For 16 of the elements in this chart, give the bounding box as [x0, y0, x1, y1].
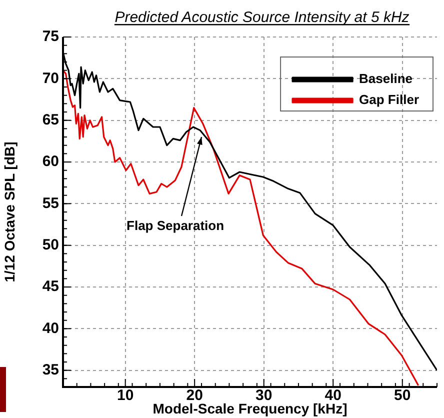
legend-label: Gap Filler — [359, 92, 420, 108]
y-tick-label: 50 — [42, 236, 59, 254]
x-tick-label: 10 — [116, 387, 134, 404]
y-tick-label: 35 — [42, 361, 59, 378]
y-tick-label: 40 — [42, 320, 59, 337]
chart-title: Predicted Acoustic Source Intensity at 5 kHz — [114, 9, 410, 26]
annotation: Flap Separation — [126, 218, 224, 233]
y-axis-title: 1/12 Octave SPL [dB] — [1, 142, 18, 282]
legend-label: Baseline — [359, 71, 413, 86]
y-tick-label: 75 — [42, 28, 59, 46]
y-tick-label: 70 — [42, 70, 59, 87]
y-tick-label: 65 — [42, 111, 59, 128]
y-tick-label: 45 — [42, 278, 59, 296]
y-tick-label: 60 — [42, 153, 59, 170]
x-tick-label: 50 — [394, 387, 411, 404]
y-tick-label: 55 — [42, 194, 59, 212]
